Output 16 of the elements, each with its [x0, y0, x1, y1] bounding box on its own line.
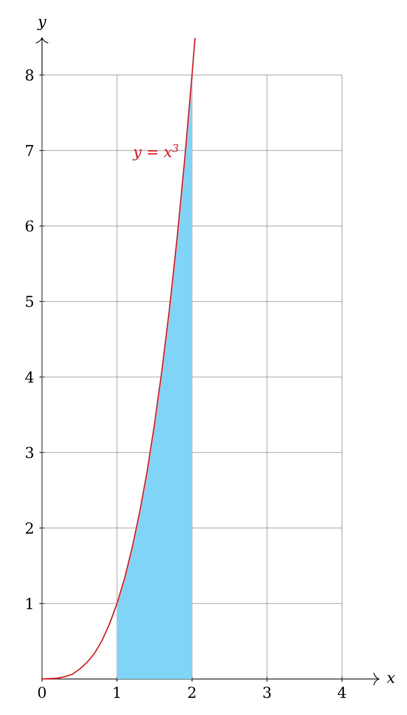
y-tick-label: 6 [26, 220, 34, 232]
x-tick-label: 3 [263, 686, 271, 698]
y-tick-label: 2 [26, 522, 33, 534]
x-tick-label: 1 [114, 686, 120, 698]
y-axis-title: y [37, 18, 46, 30]
y-tick-label: 7 [26, 145, 34, 156]
y-tick-label: 1 [26, 598, 32, 610]
x-tick-label: 0 [38, 686, 46, 698]
x-tick-label: 4 [338, 686, 346, 698]
x-axis-title: x [386, 675, 395, 683]
series-label: y = x$^{3}$ [132, 144, 178, 160]
y-tick-label: 8 [26, 69, 34, 81]
y-tick-label: 3 [26, 446, 34, 458]
x-tick-label: 2 [188, 686, 196, 698]
y-tick-label: 5 [26, 296, 34, 308]
y-tick-label: 4 [25, 371, 34, 383]
